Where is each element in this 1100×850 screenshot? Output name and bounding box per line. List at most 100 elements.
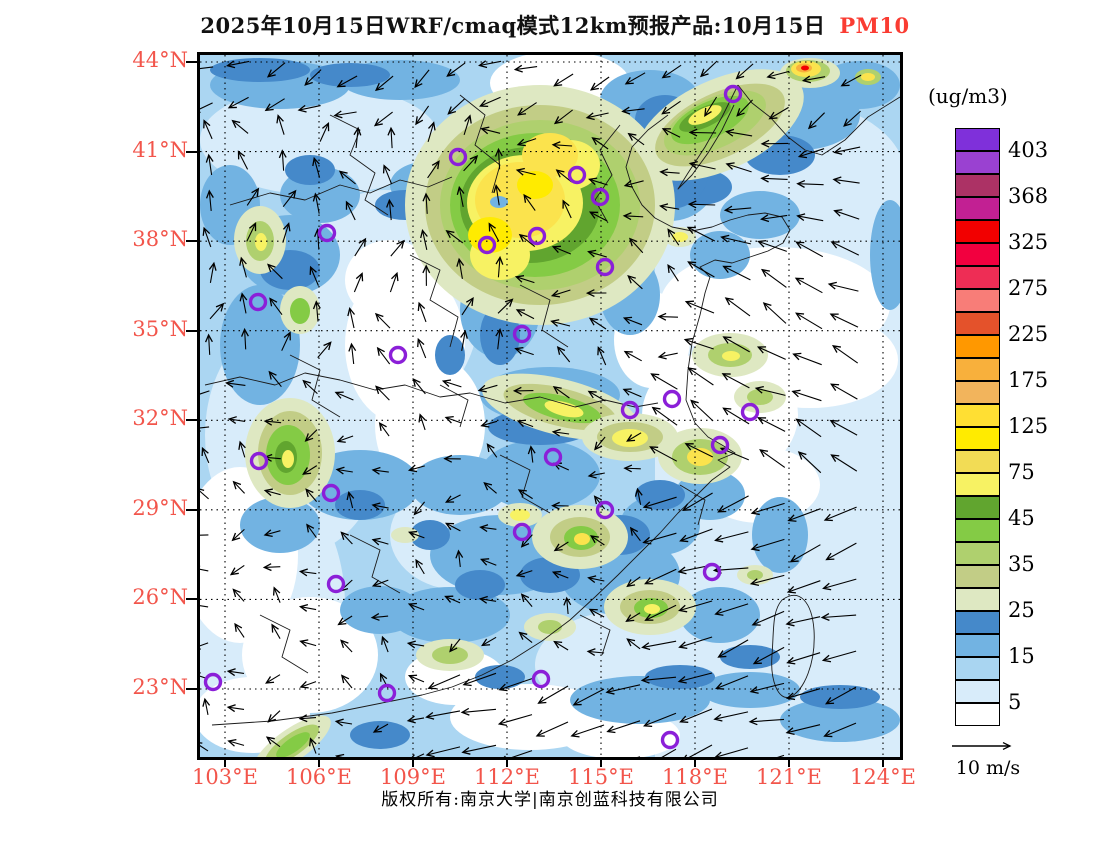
- wind-arrow: [713, 711, 749, 722]
- wind-arrow: [829, 419, 858, 436]
- wind-arrow: [340, 674, 353, 689]
- legend-swatch: [955, 588, 1000, 611]
- wind-arrow: [407, 464, 425, 473]
- wind-arrow: [460, 707, 497, 716]
- wind-arrow: [246, 187, 260, 206]
- wind-arrow: [314, 228, 322, 250]
- lat-tick: [186, 419, 197, 422]
- wind-arrow: [463, 155, 479, 172]
- wind-arrow: [232, 588, 245, 602]
- wind-arrow: [309, 265, 319, 286]
- pm10-hotspot-northeast: [780, 58, 881, 88]
- wind-arrow: [229, 564, 245, 576]
- wind-arrow: [552, 386, 570, 399]
- city-marker: [203, 672, 223, 692]
- wind-arrow: [272, 586, 281, 603]
- wind-arrow: [427, 674, 461, 690]
- wind-arrow: [715, 675, 749, 690]
- legend-tick-label: 25: [1008, 598, 1035, 622]
- wind-arrow: [644, 604, 677, 621]
- lon-tick: [882, 758, 884, 767]
- city-marker: [595, 257, 615, 277]
- chart-title: 2025年10月15日WRF/cmaq模式12km预报产品:10月15日 PM10: [185, 10, 925, 40]
- wind-arrow: [749, 682, 785, 694]
- wind-arrow: [830, 241, 860, 256]
- wind-arrow: [551, 570, 569, 579]
- wind-arrow: [389, 271, 399, 293]
- wind-arrow: [751, 610, 785, 626]
- wind-arrow: [498, 678, 533, 692]
- wind-arrow: [722, 407, 750, 425]
- wind-arrow: [643, 712, 677, 728]
- wind-arrow: [444, 595, 461, 604]
- wind-arrow: [667, 263, 679, 282]
- wind-arrow: [622, 388, 642, 398]
- wind-arrow: [333, 110, 357, 119]
- wind-arrow: [686, 226, 716, 242]
- wind-arrow: [237, 150, 249, 170]
- wind-arrow: [375, 385, 390, 401]
- city-marker: [702, 562, 722, 582]
- city-marker: [321, 483, 341, 503]
- wind-arrow: [833, 146, 861, 155]
- legend-swatch: [955, 703, 1000, 726]
- wind-arrow: [786, 580, 821, 594]
- wind-arrow: [825, 542, 857, 561]
- wind-arrow: [304, 429, 318, 442]
- wind-arrow: [267, 710, 281, 723]
- wind-arrow: [456, 257, 465, 279]
- wind-arrow: [202, 226, 212, 248]
- wind-arrow: [378, 421, 390, 437]
- wind-arrow: [657, 351, 678, 360]
- wind-arrow: [278, 149, 287, 171]
- wind-arrow: [687, 261, 715, 278]
- wind-arrow: [208, 261, 217, 283]
- wind-arrow: [823, 506, 857, 522]
- wind-arrow: [515, 569, 533, 578]
- wind-arrow: [722, 336, 750, 353]
- wind-arrow: [622, 212, 644, 221]
- wind-arrow: [460, 329, 468, 351]
- wind-arrow: [340, 531, 353, 545]
- wind-arrow: [461, 296, 474, 316]
- wind-arrow: [408, 530, 425, 539]
- lon-tick: [600, 758, 602, 767]
- wind-arrow: [551, 428, 570, 437]
- wind-arrow: [550, 289, 571, 298]
- wind-arrow: [789, 544, 821, 563]
- city-marker: [477, 235, 497, 255]
- wind-arrow: [606, 720, 641, 734]
- wind-arrow: [449, 638, 461, 653]
- wind-arrow: [282, 189, 297, 208]
- wind-arrow: [486, 443, 498, 458]
- legend-swatch: [955, 473, 1000, 496]
- wind-arrow: [371, 502, 389, 511]
- wind-arrow: [334, 391, 354, 401]
- lat-tick: [186, 329, 197, 332]
- wind-arrow: [447, 98, 465, 115]
- wind-arrow: [478, 60, 502, 69]
- wind-arrow: [518, 233, 536, 248]
- wind-arrow: [725, 162, 752, 173]
- lat-label: 38°N: [132, 227, 188, 252]
- lat-label: 29°N: [132, 495, 188, 520]
- wind-arrow: [200, 642, 209, 650]
- wind-arrow: [515, 167, 536, 176]
- wind-arrow: [353, 126, 362, 149]
- wind-arrow: [317, 341, 332, 358]
- wind-arrow: [267, 263, 283, 280]
- wind-arrow: [657, 312, 679, 321]
- wind-arrow: [678, 636, 713, 649]
- wind-arrow: [588, 608, 605, 618]
- legend-tick-label: 75: [1008, 460, 1035, 484]
- wind-arrow: [721, 373, 750, 389]
- wind-arrow: [488, 222, 500, 242]
- legend-tick-label: 15: [1008, 644, 1035, 668]
- city-marker: [567, 165, 587, 185]
- city-marker: [326, 574, 346, 594]
- wind-arrow: [497, 714, 533, 726]
- wind-arrow: [563, 596, 572, 615]
- wind-arrow: [298, 714, 317, 723]
- lat-tick: [186, 150, 197, 153]
